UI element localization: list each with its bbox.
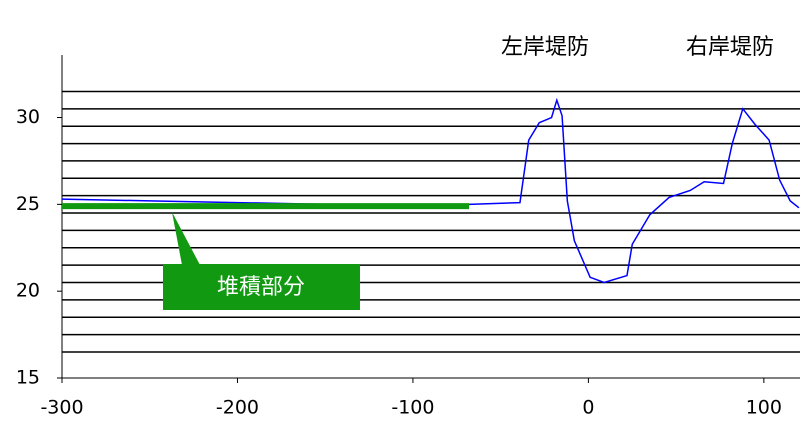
callout-box (163, 264, 360, 310)
y-tick-label: 15 (16, 367, 40, 389)
x-tick-label: -200 (216, 397, 259, 419)
annotation: 左岸堤防 (501, 35, 589, 60)
series-line (61, 97, 800, 284)
x-tick-label: 0 (582, 397, 594, 419)
x-tick-label: -100 (391, 397, 434, 419)
annotation: 右岸堤防 (686, 35, 774, 60)
callout-text: 堆積部分 (217, 275, 305, 300)
y-tick-label: 30 (16, 106, 40, 128)
callout: 堆積部分 (163, 212, 360, 310)
y-tick-label: 20 (16, 280, 40, 302)
x-tick-label: 100 (746, 397, 782, 419)
y-tick-label: 25 (16, 193, 40, 215)
callout-pointer (172, 212, 200, 265)
x-tick-label: -300 (40, 397, 83, 419)
